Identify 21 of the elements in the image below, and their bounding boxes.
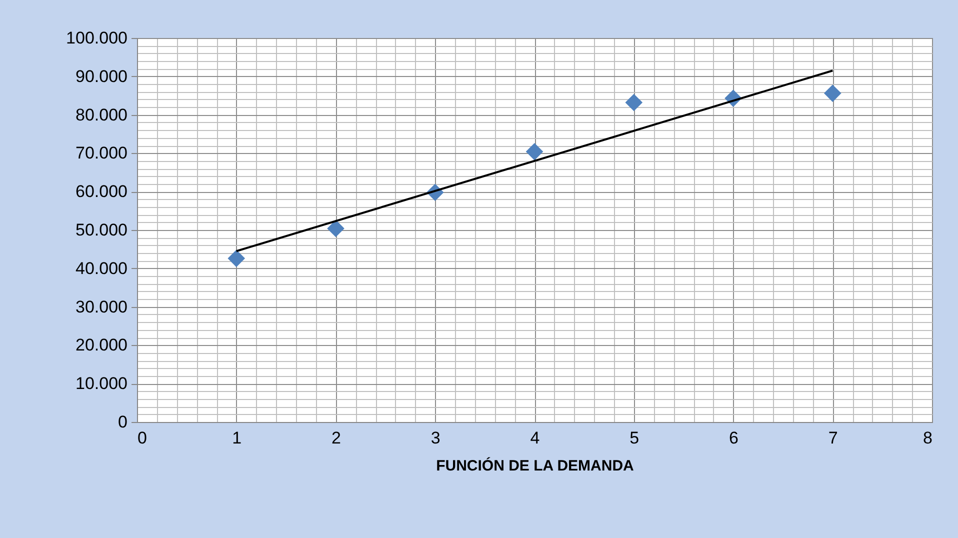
x-tick-label: 5: [630, 428, 640, 448]
y-tick-label: 80.000: [76, 105, 128, 124]
x-tick-label: 1: [232, 428, 242, 448]
x-tick-label: 0: [138, 428, 147, 448]
y-tick-label: 0: [118, 412, 128, 432]
x-tick-label: 2: [332, 428, 341, 448]
y-tick-label: 50.000: [76, 220, 128, 240]
y-tick-label: 10.000: [76, 374, 128, 394]
x-tick-label: 3: [430, 428, 440, 448]
y-tick-label: 100.000: [66, 28, 128, 48]
y-tick-label: 90.000: [76, 66, 128, 86]
y-tick-label: 30.000: [76, 297, 128, 316]
x-tick-label: 7: [828, 428, 838, 448]
x-tick-label: 4: [530, 428, 540, 448]
x-tick-label: 6: [729, 428, 738, 448]
y-tick-label: 60.000: [76, 182, 128, 202]
y-tick-label: 40.000: [76, 258, 128, 278]
x-axis-title: FUNCIÓN DE LA DEMANDA: [436, 456, 634, 474]
y-tick-label: 20.000: [76, 336, 128, 355]
y-tick-label: 70.000: [76, 144, 128, 163]
x-tick-label: 8: [923, 428, 932, 448]
